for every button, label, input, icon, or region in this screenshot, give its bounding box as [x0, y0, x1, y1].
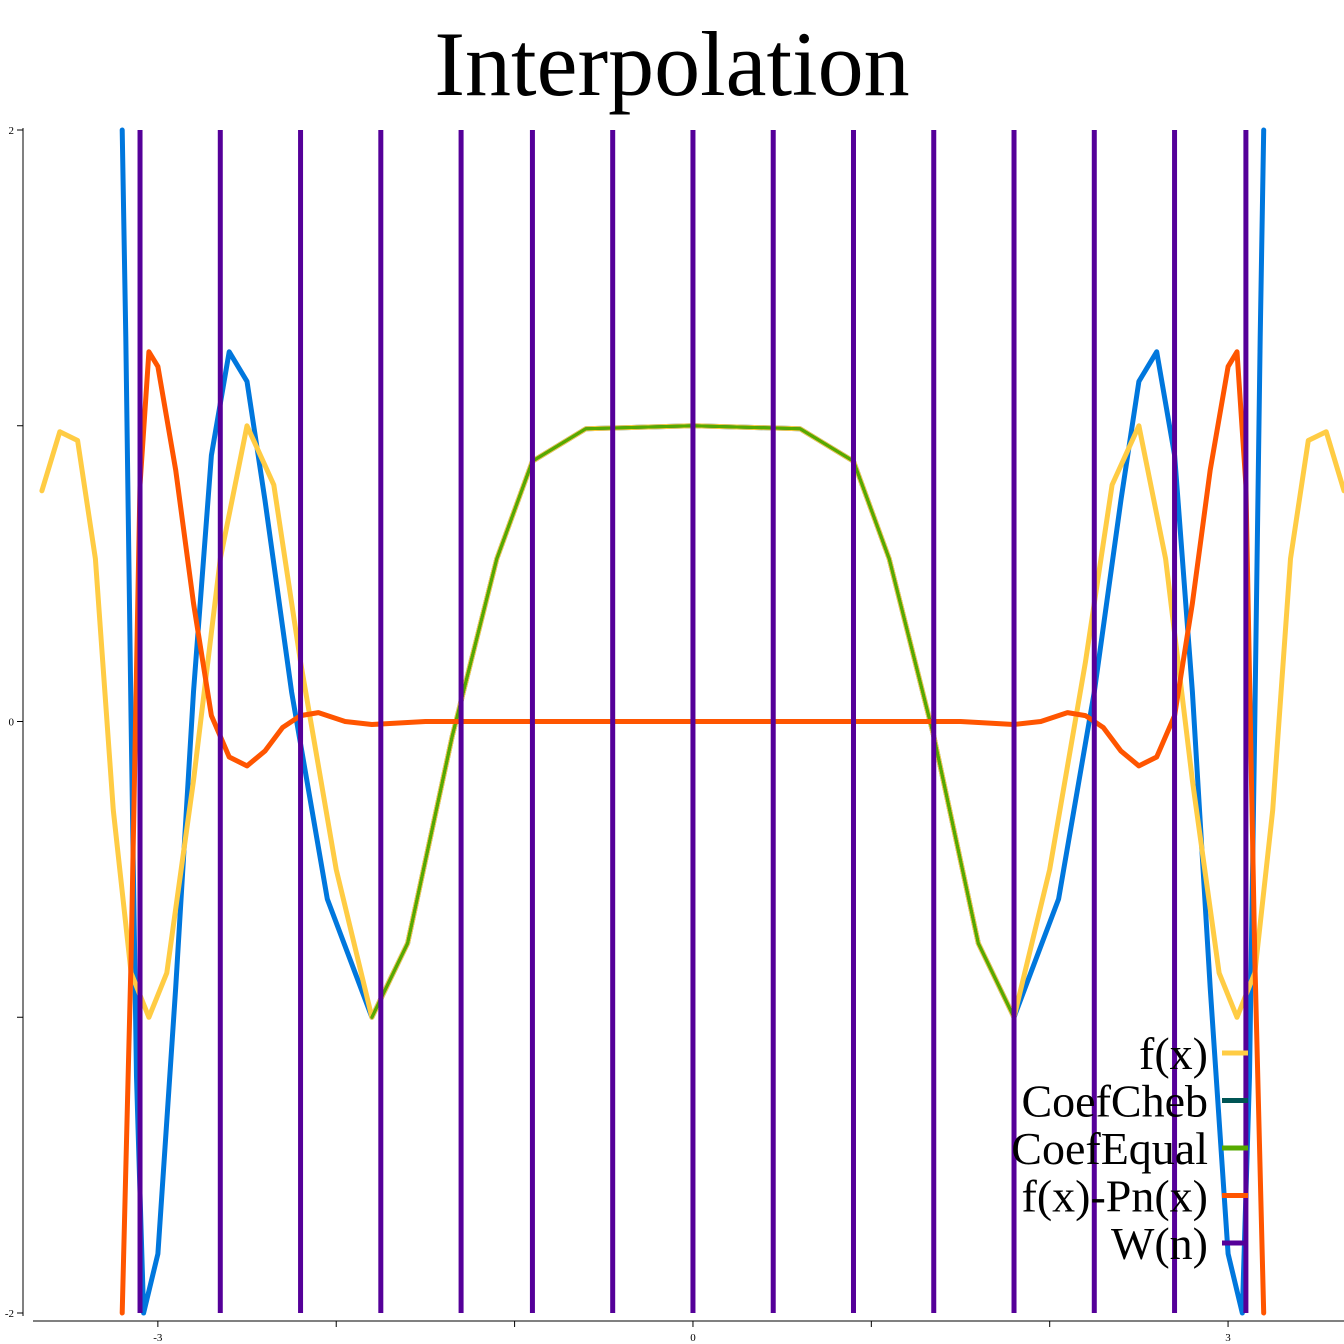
legend-label: W(n)	[1111, 1218, 1208, 1269]
vertical-lines	[137, 130, 1249, 1313]
legend-label: f(x)-Pn(x)	[1022, 1171, 1209, 1222]
legend-label: f(x)	[1139, 1028, 1208, 1079]
ticks: -3 0 3 2 0 -2	[5, 125, 1231, 1344]
y-tick-label: 2	[9, 125, 15, 137]
x-tick-label: -3	[153, 1332, 163, 1344]
x-tick-label: 3	[1225, 1332, 1231, 1344]
chart-title: Interpolation	[434, 13, 909, 115]
x-tick-label: 0	[690, 1332, 696, 1344]
legend-label: CoefEqual	[1011, 1123, 1208, 1174]
y-tick-label: -2	[5, 1308, 14, 1320]
y-tick-label: 0	[9, 717, 15, 729]
legend-label: CoefCheb	[1021, 1076, 1208, 1127]
